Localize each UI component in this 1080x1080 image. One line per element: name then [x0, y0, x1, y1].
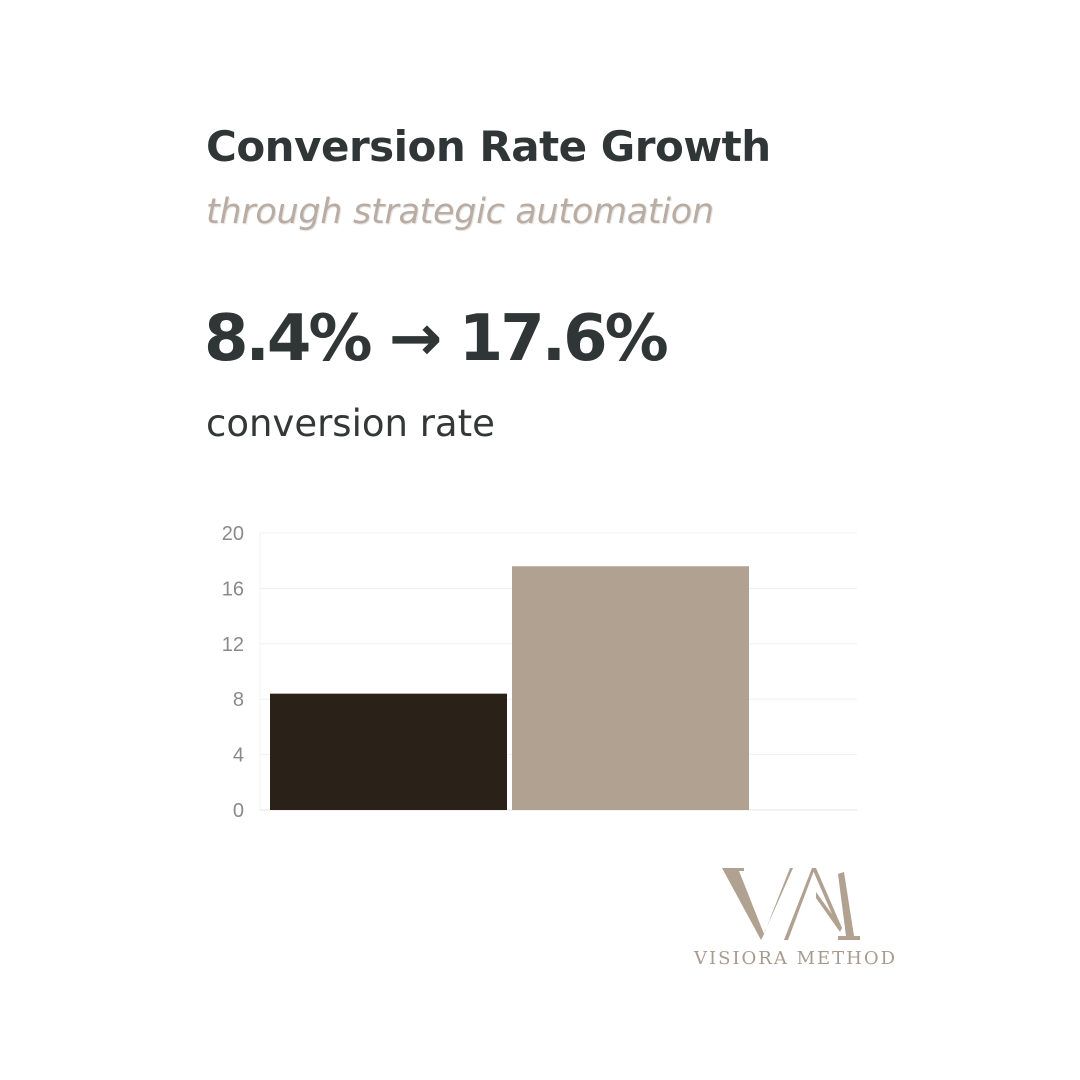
- bar-2: [512, 566, 749, 810]
- chart-title: Conversion Rate Growth: [206, 122, 771, 171]
- headline-metric: 8.4% → 17.6%: [204, 302, 669, 376]
- bar-1: [270, 693, 507, 810]
- y-tick-label: 0: [233, 800, 244, 822]
- chart-bars: [270, 566, 749, 810]
- y-tick-label: 16: [222, 578, 244, 600]
- chart-subtitle: through strategic automation: [206, 192, 714, 232]
- y-tick-label: 4: [233, 745, 244, 767]
- y-tick-label: 20: [222, 523, 244, 545]
- bar-chart: 0 4 8 12 16 20: [222, 523, 857, 822]
- brand-name: VISIORA METHOD: [694, 948, 898, 969]
- y-tick-label: 12: [222, 634, 244, 656]
- metric-caption: conversion rate: [206, 402, 495, 445]
- y-axis-ticks: 0 4 8 12 16 20: [222, 523, 244, 822]
- vm-monogram-logo-icon: [722, 868, 860, 940]
- y-tick-label: 8: [233, 689, 244, 711]
- brand-logo: VISIORA METHOD: [690, 862, 895, 972]
